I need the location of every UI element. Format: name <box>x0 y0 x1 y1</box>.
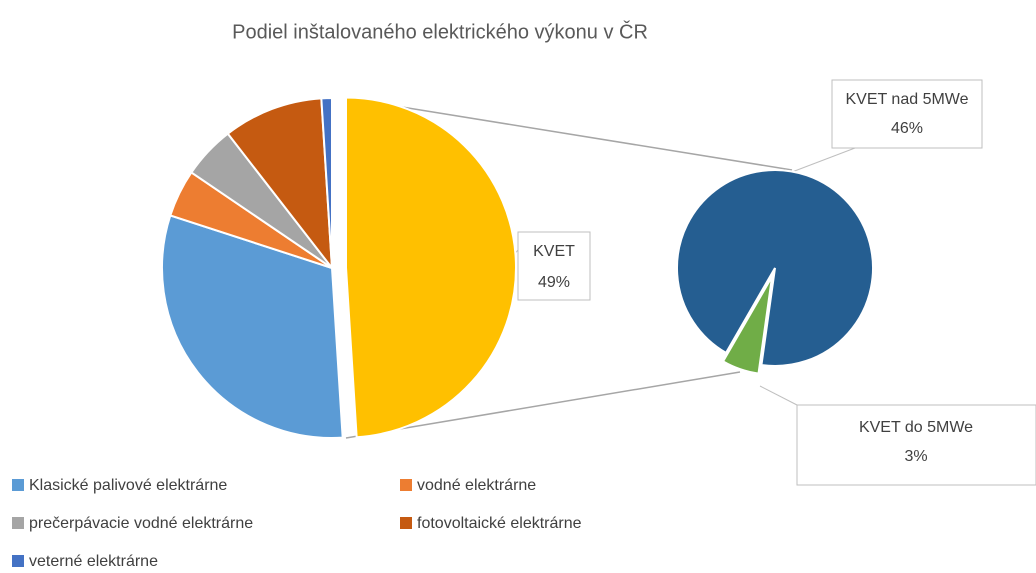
chart-title: Podiel inštalovaného elektrického výkonu… <box>232 20 648 43</box>
legend-label: fotovoltaické elektrárne <box>417 515 582 532</box>
data-label: 3% <box>904 448 927 465</box>
pie-slice <box>226 97 334 272</box>
legend-label: veterné elektrárne <box>29 553 158 570</box>
connector-line <box>345 97 793 171</box>
data-label: KVET nad 5MWe <box>845 91 968 108</box>
data-label: 46% <box>891 120 923 137</box>
data-label: 49% <box>538 274 570 291</box>
data-label: KVET <box>533 243 575 260</box>
leader-line <box>759 385 798 406</box>
legend-swatch <box>12 517 24 529</box>
legend-label: vodné elektrárne <box>417 477 536 494</box>
pie-slice <box>676 169 874 367</box>
legend-label: Klasické palivové elektrárne <box>29 477 227 494</box>
legend-swatch <box>400 517 412 529</box>
pie-slice <box>344 96 517 439</box>
leader-line <box>791 147 856 173</box>
data-label: KVET do 5MWe <box>859 419 973 436</box>
connector-line <box>345 371 741 439</box>
legend-label: prečerpávacie vodné elektrárne <box>29 515 253 532</box>
pie-slice <box>320 96 333 269</box>
pie-slice <box>721 276 774 375</box>
label-box <box>831 79 983 149</box>
legend-swatch <box>12 555 24 567</box>
pie-slice <box>160 214 344 440</box>
legend-swatch <box>400 479 412 491</box>
label-box <box>796 404 1036 486</box>
label-box <box>517 231 591 301</box>
legend-swatch <box>12 479 24 491</box>
